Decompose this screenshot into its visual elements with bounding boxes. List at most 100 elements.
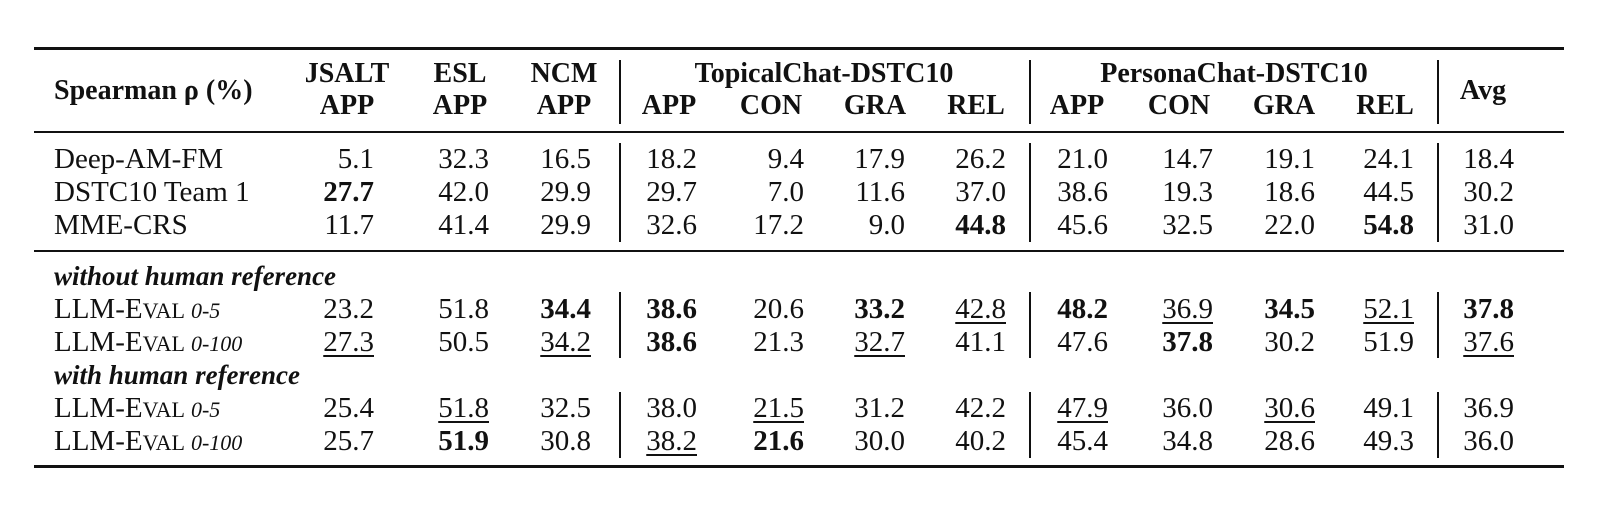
table-cell: 37.0 — [955, 176, 1006, 208]
table-cell: 34.4 — [540, 293, 591, 325]
table-cell: 19.3 — [1162, 176, 1213, 208]
table-cell: 40.2 — [955, 425, 1006, 457]
section-label-without: without human reference — [54, 261, 337, 291]
scale-subscript: 0-5 — [190, 298, 221, 323]
table-cell: 30.6 — [1264, 392, 1315, 424]
table-cell: 37.8 — [1162, 326, 1213, 358]
method-name: LLM-E — [54, 425, 143, 457]
col-divider — [619, 60, 621, 124]
table-cell: 32.3 — [438, 143, 489, 175]
col-divider — [1029, 143, 1031, 242]
table-cell: 17.2 — [753, 209, 804, 241]
table-cell: 44.5 — [1363, 176, 1414, 208]
table-cell: 29.7 — [646, 176, 697, 208]
table-cell: 23.2 — [323, 293, 374, 325]
row-label: LLM-EVAL 0-5 — [54, 392, 220, 426]
table-cell: 47.6 — [1057, 326, 1108, 358]
method-name-smallcaps: VAL — [142, 430, 185, 455]
table-cell: 27.7 — [323, 176, 374, 208]
scale-subscript: 0-5 — [190, 397, 221, 422]
table-cell: 36.9 — [1463, 392, 1514, 424]
table-cell: 16.5 — [540, 143, 591, 175]
group-header-topical: TopicalChat-DSTC10 — [694, 58, 954, 89]
column-header-bottom: APP — [641, 90, 697, 121]
col-divider — [619, 292, 621, 358]
table-cell: 28.6 — [1264, 425, 1315, 457]
table-cell: 49.3 — [1363, 425, 1414, 457]
table-cell: 38.0 — [646, 392, 697, 424]
section-label-with: with human reference — [54, 360, 301, 390]
header-rule — [34, 131, 1564, 133]
table-cell: 18.2 — [646, 143, 697, 175]
table-cell: 30.2 — [1264, 326, 1315, 358]
table-cell: 38.6 — [646, 293, 697, 325]
col-divider — [1437, 143, 1439, 242]
table-cell: 32.5 — [1162, 209, 1213, 241]
table-cell: 21.6 — [753, 425, 804, 457]
table-cell: 36.0 — [1162, 392, 1213, 424]
table-cell: 11.6 — [855, 176, 905, 208]
table-cell: 7.0 — [767, 176, 804, 208]
table-cell: 18.6 — [1264, 176, 1315, 208]
column-header-bottom: CON — [739, 90, 803, 121]
table-cell: 34.2 — [540, 326, 591, 358]
results-table: Spearman ρ (%) TopicalChat-DSTC10 Person… — [34, 0, 1564, 525]
mid-rule — [34, 250, 1564, 252]
table-cell: 38.6 — [646, 326, 697, 358]
table-cell: 52.1 — [1363, 293, 1414, 325]
method-name-smallcaps: VAL — [142, 397, 185, 422]
row-label: LLM-EVAL 0-100 — [54, 326, 242, 360]
column-header-top: JSALT — [304, 58, 390, 89]
column-header-bottom: GRA — [843, 90, 907, 121]
table-cell: 25.4 — [323, 392, 374, 424]
scale-subscript: 0-100 — [190, 331, 243, 356]
top-rule — [34, 47, 1564, 50]
row-label: Deep-AM-FM — [54, 143, 224, 175]
col-divider — [1437, 60, 1439, 124]
table-cell: 29.9 — [540, 176, 591, 208]
table-cell: 41.1 — [955, 326, 1006, 358]
col-divider — [619, 392, 621, 458]
method-name: LLM-E — [54, 326, 143, 358]
row-label: DSTC10 Team 1 — [54, 176, 250, 208]
col-divider — [1029, 292, 1031, 358]
row-label: LLM-EVAL 0-5 — [54, 293, 220, 327]
table-cell: 54.8 — [1363, 209, 1414, 241]
table-cell: 44.8 — [955, 209, 1006, 241]
table-cell: 22.0 — [1264, 209, 1315, 241]
table-cell: 45.4 — [1057, 425, 1108, 457]
column-header-top: Avg — [1459, 75, 1507, 106]
table-cell: 42.2 — [955, 392, 1006, 424]
table-cell: 37.6 — [1463, 326, 1514, 358]
table-cell: 17.9 — [854, 143, 905, 175]
table-cell: 38.2 — [646, 425, 697, 457]
column-header-bottom: GRA — [1252, 90, 1316, 121]
table-cell: 33.2 — [854, 293, 905, 325]
row-label: MME-CRS — [54, 209, 188, 241]
table-cell: 48.2 — [1057, 293, 1108, 325]
table-cell: 32.7 — [854, 326, 905, 358]
table-cell: 30.0 — [854, 425, 905, 457]
table-cell: 30.2 — [1463, 176, 1514, 208]
column-header-bottom: APP — [536, 90, 592, 121]
col-divider — [619, 143, 621, 242]
table-cell: 41.4 — [438, 209, 489, 241]
table-cell: 31.0 — [1463, 209, 1514, 241]
column-header-top: NCM — [530, 58, 598, 89]
col-divider — [1437, 392, 1439, 458]
method-name-smallcaps: VAL — [142, 331, 185, 356]
table-cell: 34.8 — [1162, 425, 1213, 457]
column-header-bottom: CON — [1147, 90, 1211, 121]
method-name: LLM-E — [54, 392, 143, 424]
table-cell: 21.3 — [753, 326, 804, 358]
table-cell: 49.1 — [1363, 392, 1414, 424]
table-cell: 21.5 — [753, 392, 804, 424]
table-cell: 29.9 — [540, 209, 591, 241]
col-divider — [1029, 60, 1031, 124]
table-cell: 51.8 — [438, 293, 489, 325]
table-cell: 24.1 — [1363, 143, 1414, 175]
scale-subscript: 0-100 — [190, 430, 243, 455]
table-cell: 42.0 — [438, 176, 489, 208]
corner-header: Spearman ρ (%) — [54, 75, 253, 107]
table-cell: 31.2 — [854, 392, 905, 424]
